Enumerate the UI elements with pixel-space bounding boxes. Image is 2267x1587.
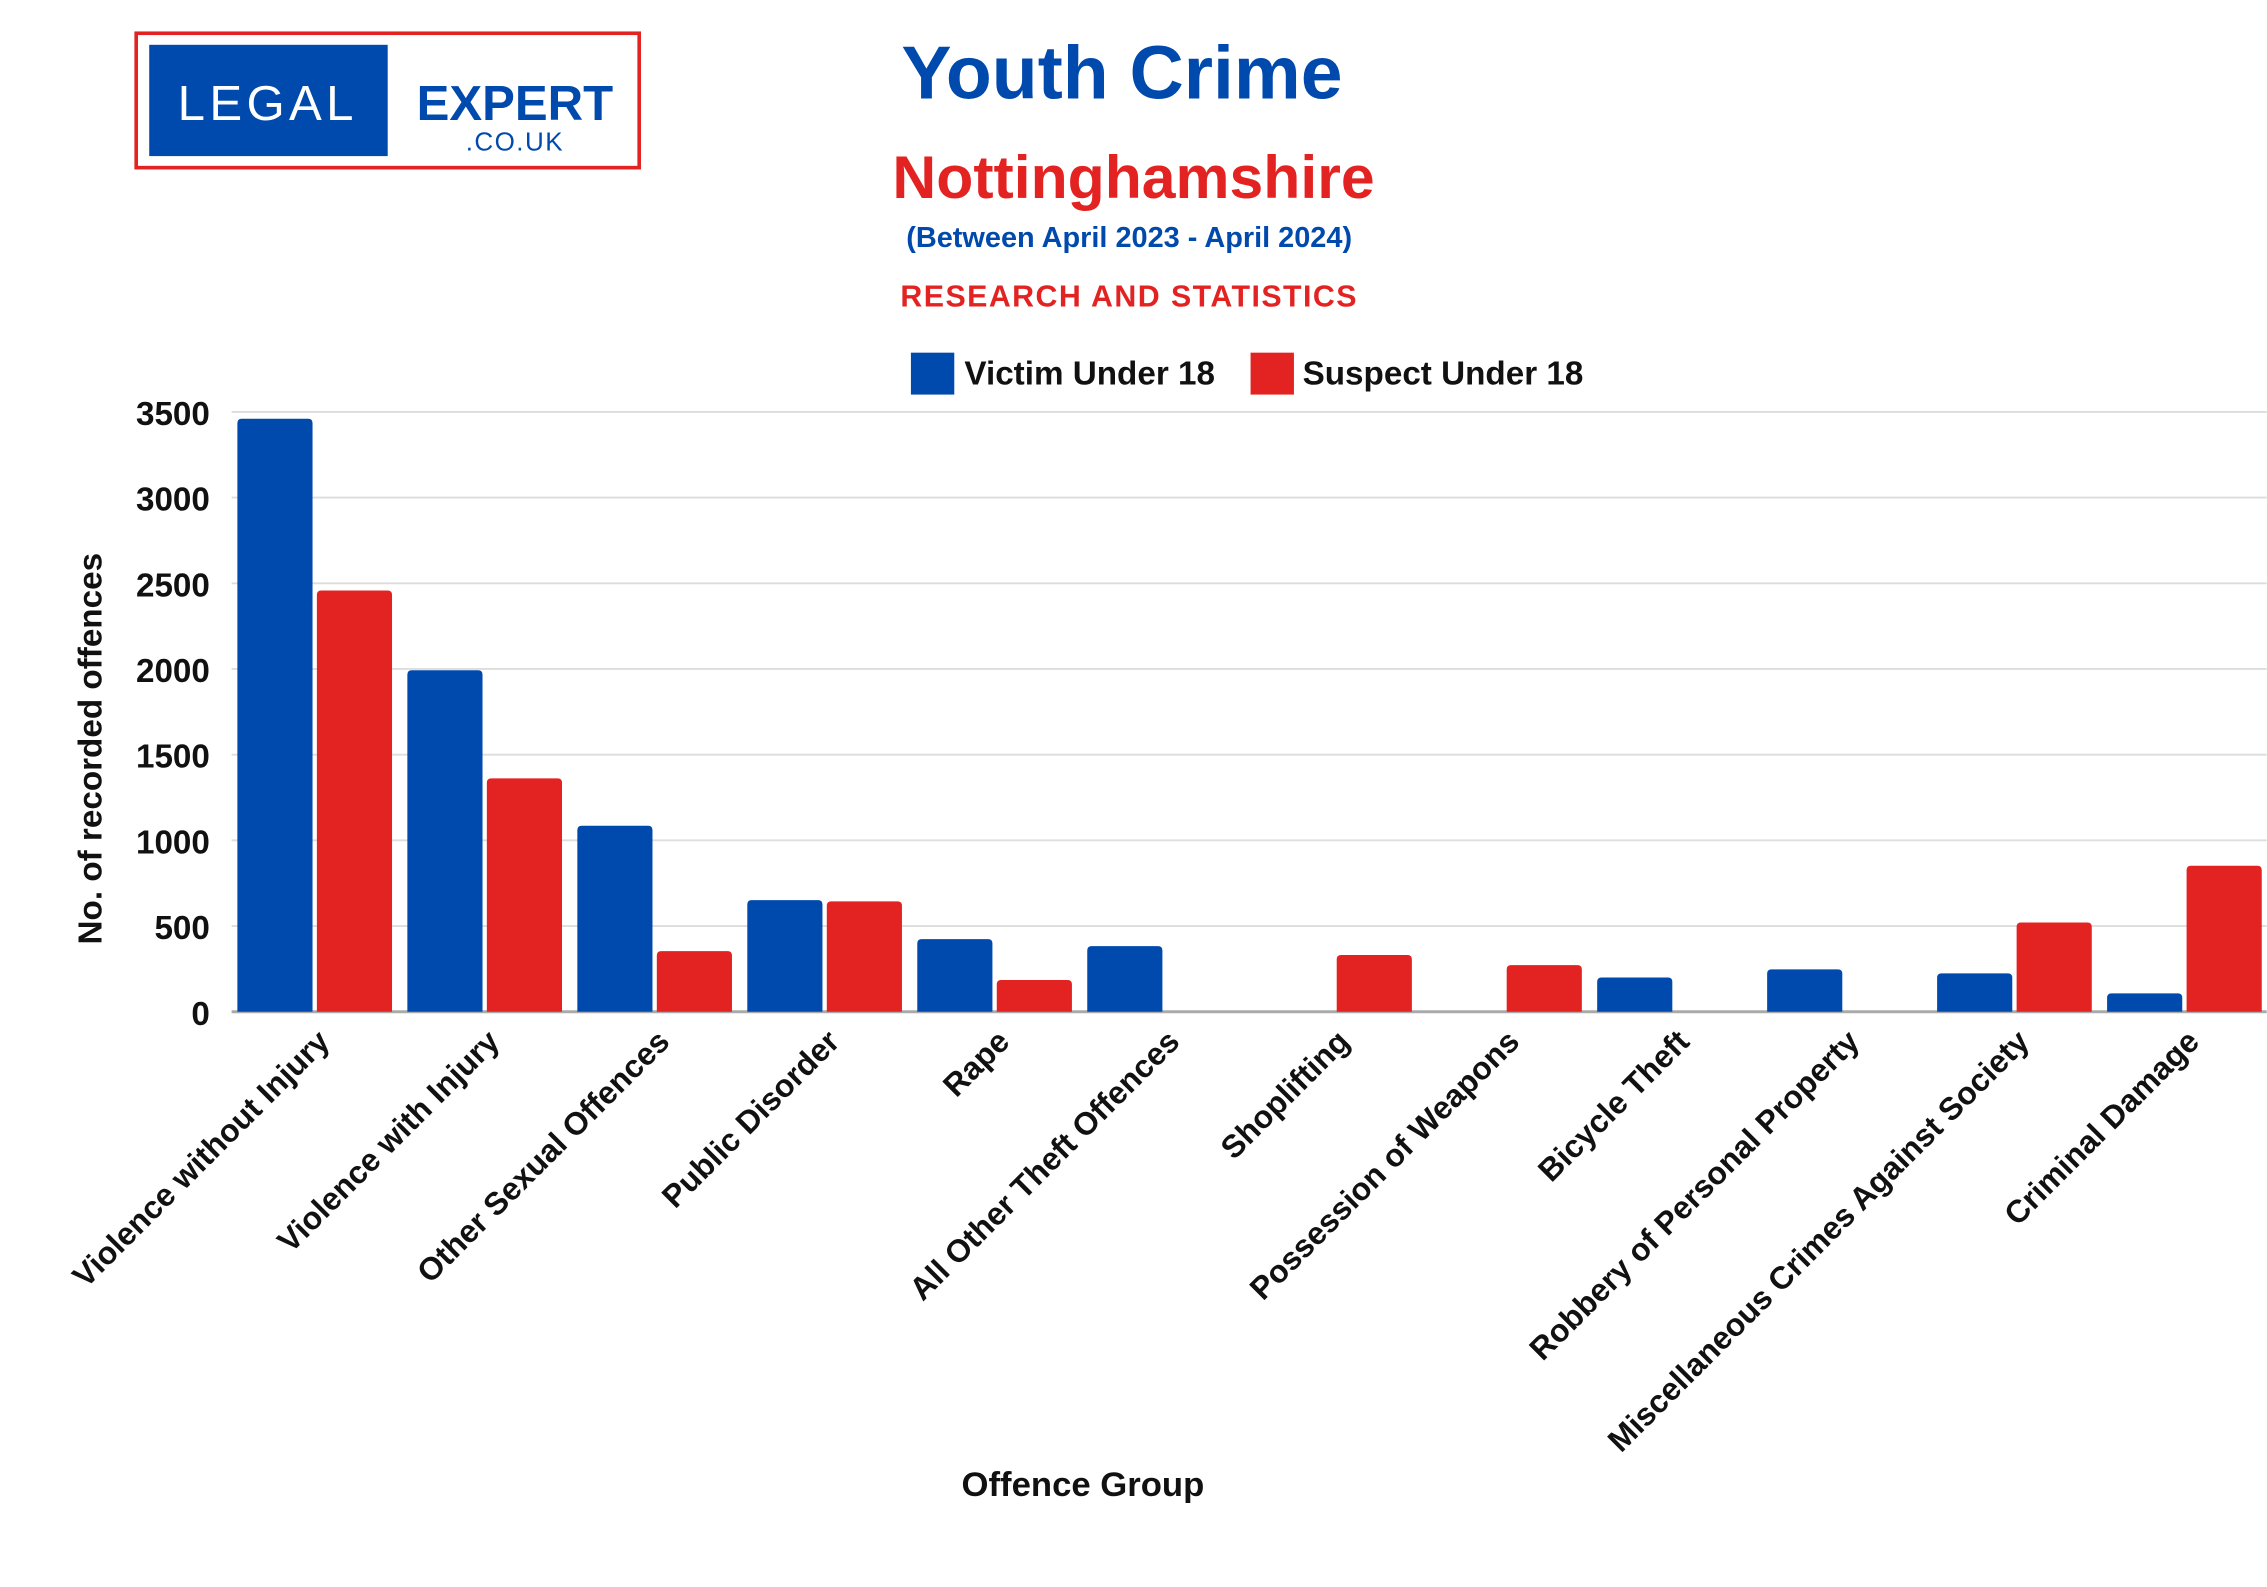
bar-suspect [2186, 865, 2262, 1012]
x-tick-label: Shoplifting [1213, 1023, 1356, 1166]
y-axis-title: No. of recorded offences [73, 553, 110, 945]
legend-label-victim: Victim Under 18 [964, 355, 1215, 392]
logo: LEGAL EXPERT .CO.UK [134, 31, 641, 170]
bar-suspect [656, 951, 732, 1012]
bar-victim [1597, 977, 1673, 1012]
region-title: Nottinghamshire [892, 143, 1374, 211]
tagline: RESEARCH AND STATISTICS [900, 280, 1358, 313]
bar-suspect [2016, 922, 2092, 1012]
x-tick-label: Rape [936, 1023, 1016, 1103]
x-axis-title: Offence Group [962, 1466, 1205, 1504]
bar-suspect [1336, 955, 1412, 1012]
y-tick-label: 3000 [136, 482, 210, 519]
bar-victim [577, 825, 653, 1012]
y-tick-label: 3500 [136, 396, 210, 433]
legend-swatch-victim [910, 352, 955, 395]
y-tick-label: 1000 [136, 824, 210, 861]
bar-victim [407, 670, 483, 1012]
bar-victim [1767, 969, 1843, 1012]
bar-victim [1937, 973, 2013, 1012]
bar-victim [747, 900, 823, 1012]
bar-suspect [316, 590, 393, 1012]
bar-suspect [1506, 965, 1582, 1012]
logo-right-text: EXPERT [417, 77, 614, 131]
x-tick-label: All Other Theft Offences [902, 1023, 1186, 1307]
x-tick-label: Robbery of Personal Property [1522, 1023, 1866, 1367]
bar-victim [917, 939, 993, 1012]
x-tick-label: Possession of Weapons [1243, 1023, 1527, 1307]
y-tick-label: 0 [191, 996, 209, 1033]
y-tick-label: 1500 [136, 739, 210, 776]
legend-label-suspect: Suspect Under 18 [1303, 355, 1584, 392]
y-tick-label: 2500 [136, 567, 210, 604]
bar-victim [1087, 946, 1163, 1012]
x-tick-label: Bicycle Theft [1531, 1023, 1697, 1189]
legend: Victim Under 18 Suspect Under 18 [910, 352, 1584, 395]
logo-sub-text: .CO.UK [466, 126, 564, 156]
logo-left-text: LEGAL [178, 77, 358, 131]
bar-suspect [996, 980, 1072, 1012]
y-tick-label: 500 [154, 910, 209, 947]
bar-suspect [486, 778, 563, 1012]
bar-suspect [826, 901, 902, 1012]
period-subtitle: (Between April 2023 - April 2024) [906, 222, 1352, 254]
x-tick-label: Public Disorder [655, 1023, 847, 1215]
bar-victim [2107, 993, 2183, 1012]
bar-victim [237, 418, 313, 1012]
legend-swatch-suspect [1250, 352, 1294, 395]
y-tick-label: 2000 [136, 653, 210, 690]
chart-title: Youth Crime [901, 30, 1342, 114]
